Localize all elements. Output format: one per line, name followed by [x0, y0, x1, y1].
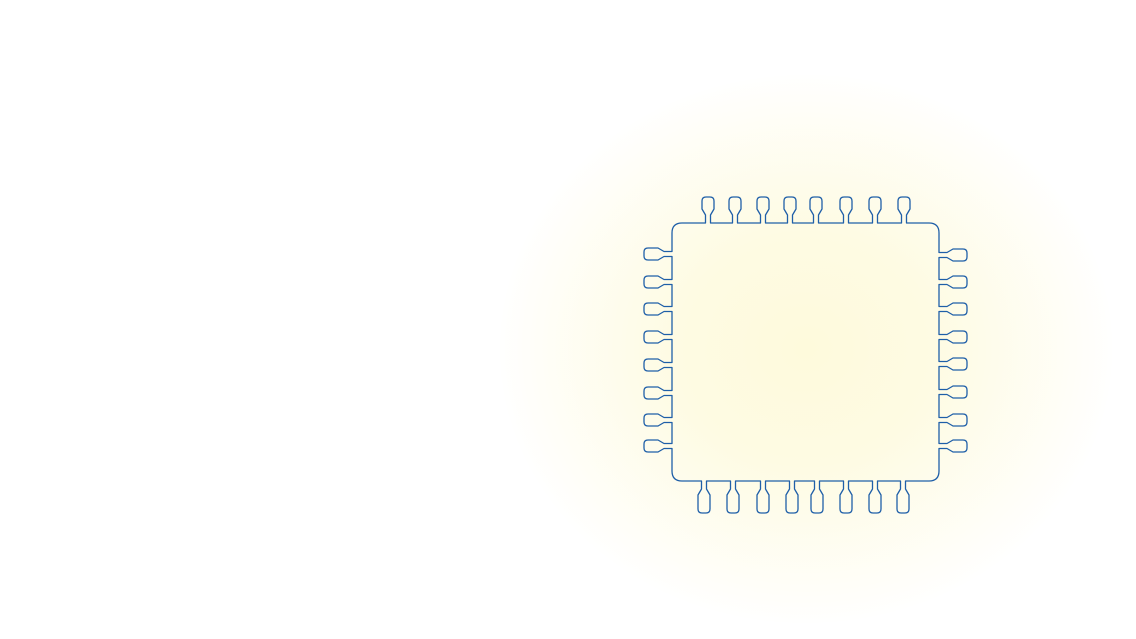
chip-outline [643, 196, 968, 514]
